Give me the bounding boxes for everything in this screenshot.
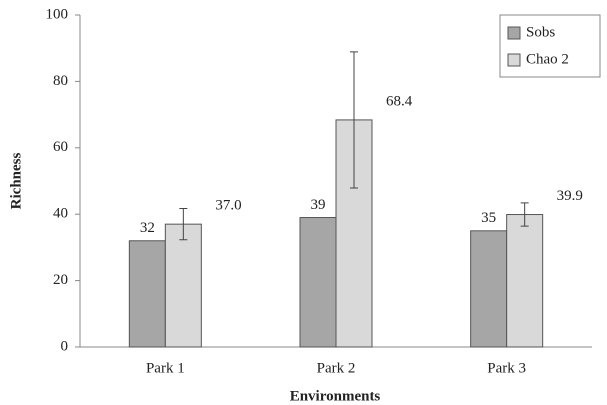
y-tick-label: 40 (53, 206, 68, 222)
data-label: 39 (311, 197, 326, 213)
data-label: 39.9 (557, 188, 583, 204)
error-bar (350, 51, 358, 189)
y-tick-label: 20 (53, 272, 68, 288)
data-label: 68.4 (386, 93, 413, 109)
x-axis-title: Environments (290, 388, 381, 404)
bar (506, 214, 544, 348)
bar (299, 217, 337, 348)
x-tick-label: Park 3 (487, 360, 526, 376)
bar (164, 223, 202, 348)
error-bar (179, 208, 188, 241)
bar (470, 230, 508, 348)
x-tick-label: Park 2 (317, 360, 356, 376)
y-tick-label: 100 (46, 6, 69, 22)
legend-swatch (507, 26, 521, 40)
error-bar (520, 202, 529, 227)
y-tick-label: 60 (53, 139, 68, 155)
data-label: 35 (481, 210, 496, 226)
data-label: 32 (140, 220, 155, 236)
legend-swatch (507, 53, 521, 67)
data-label: 37.0 (215, 198, 241, 214)
legend-label: Chao 2 (526, 51, 569, 67)
bar (128, 240, 166, 348)
y-tick-label: 80 (53, 73, 68, 89)
x-tick-label: Park 1 (146, 360, 185, 376)
y-axis-title: Richness (8, 153, 24, 210)
legend-box (499, 14, 601, 78)
legend-label: Sobs (526, 24, 555, 40)
y-tick-label: 0 (61, 338, 69, 354)
